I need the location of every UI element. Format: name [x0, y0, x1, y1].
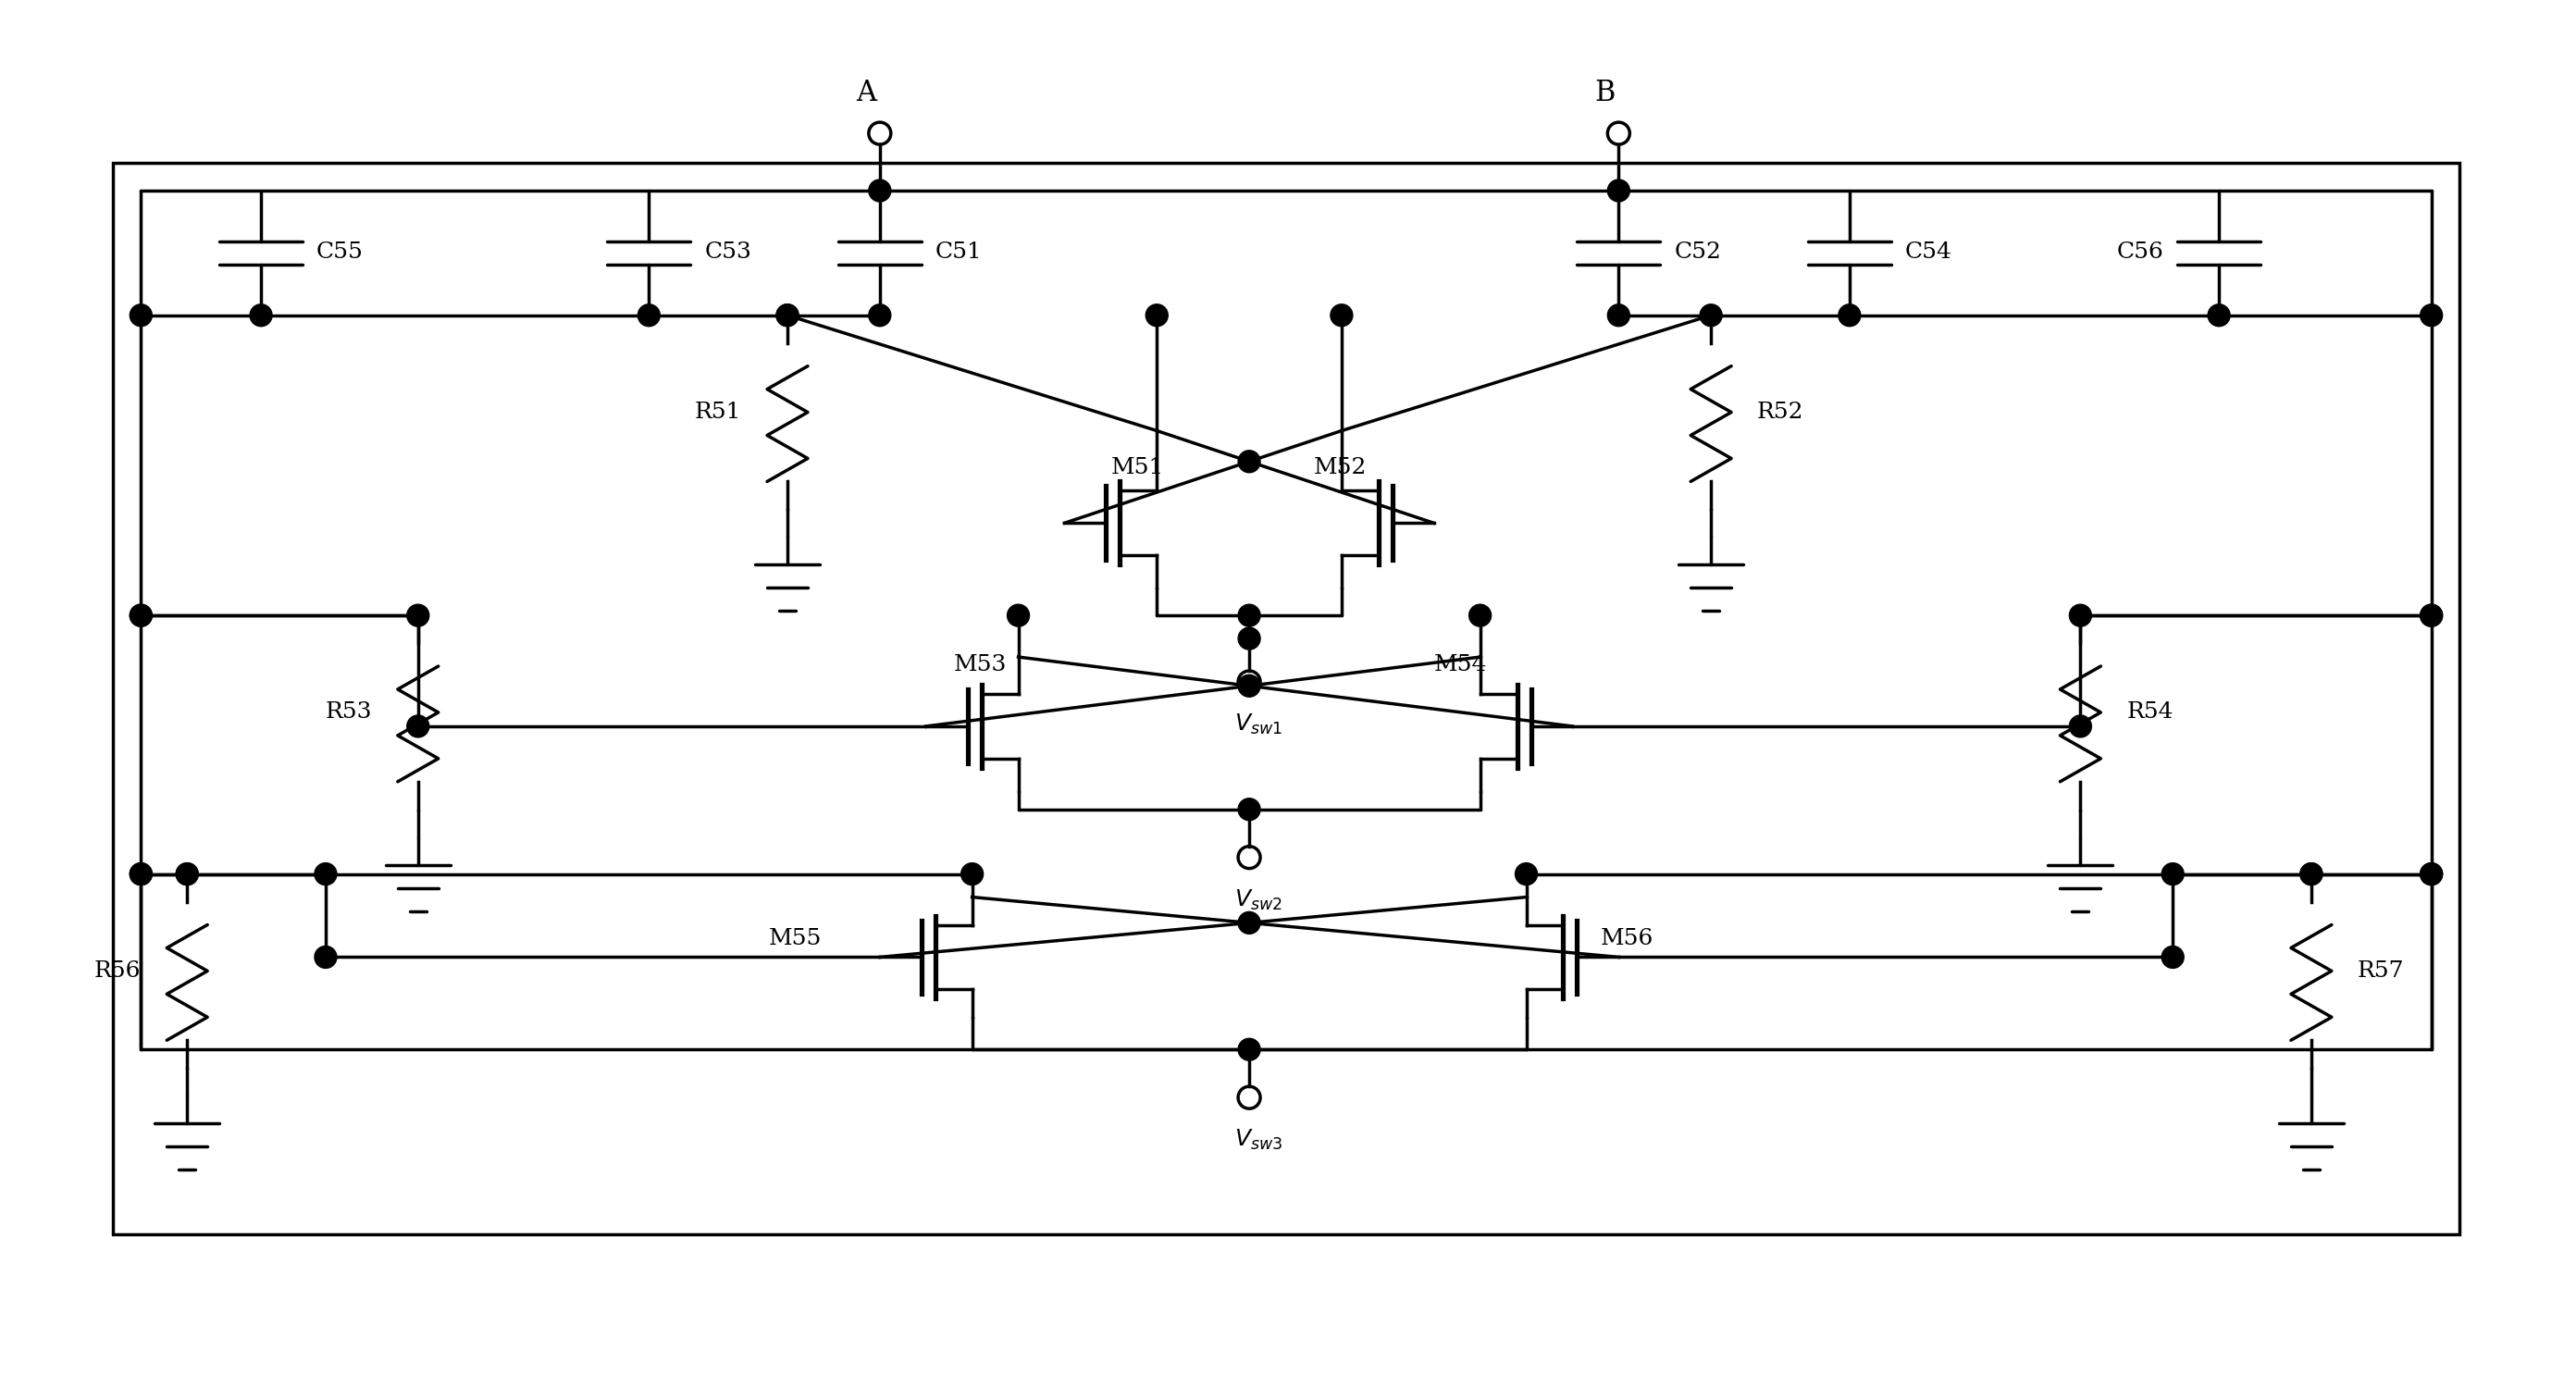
Text: M56: M56 [1600, 927, 1654, 949]
Text: C52: C52 [1674, 242, 1721, 264]
Circle shape [2300, 863, 2324, 885]
Circle shape [1468, 605, 1492, 627]
Text: R51: R51 [696, 401, 742, 423]
Circle shape [1239, 798, 1260, 820]
Text: C51: C51 [935, 242, 981, 264]
Circle shape [868, 304, 891, 327]
Circle shape [1607, 304, 1631, 327]
Circle shape [2161, 863, 2184, 885]
Circle shape [2421, 605, 2442, 627]
Circle shape [1607, 180, 1631, 202]
Circle shape [407, 716, 430, 738]
Text: R56: R56 [95, 960, 142, 981]
Circle shape [250, 304, 273, 327]
Circle shape [2208, 304, 2231, 327]
Circle shape [175, 863, 198, 885]
Text: B: B [1595, 78, 1615, 107]
Text: R57: R57 [2357, 960, 2403, 981]
Circle shape [2421, 863, 2442, 885]
Circle shape [1239, 912, 1260, 934]
Text: C56: C56 [2117, 242, 2164, 264]
Text: C55: C55 [317, 242, 363, 264]
Circle shape [407, 605, 430, 627]
Text: C54: C54 [1904, 242, 1953, 264]
Circle shape [2421, 605, 2442, 627]
Text: $V_{sw1}$: $V_{sw1}$ [1234, 712, 1283, 736]
Text: R53: R53 [325, 702, 371, 723]
Circle shape [1239, 605, 1260, 627]
Text: R52: R52 [1757, 401, 1803, 423]
Text: M55: M55 [770, 927, 822, 949]
Circle shape [2421, 304, 2442, 327]
Circle shape [175, 863, 198, 885]
Text: $V_{sw2}$: $V_{sw2}$ [1234, 888, 1283, 912]
Circle shape [639, 304, 659, 327]
Circle shape [1700, 304, 1723, 327]
Circle shape [2421, 863, 2442, 885]
Circle shape [1239, 675, 1260, 697]
Circle shape [129, 605, 152, 627]
Circle shape [129, 605, 152, 627]
Circle shape [1839, 304, 1860, 327]
Circle shape [1329, 304, 1352, 327]
Circle shape [2161, 947, 2184, 969]
Circle shape [314, 863, 337, 885]
Circle shape [1239, 451, 1260, 473]
Circle shape [775, 304, 799, 327]
Circle shape [1146, 304, 1167, 327]
Circle shape [868, 180, 891, 202]
Text: M51: M51 [1110, 458, 1164, 478]
Circle shape [314, 947, 337, 969]
Circle shape [775, 304, 799, 327]
Circle shape [2069, 605, 2092, 627]
Circle shape [1007, 605, 1030, 627]
Circle shape [129, 304, 152, 327]
Text: M53: M53 [953, 654, 1007, 676]
Circle shape [1515, 863, 1538, 885]
Circle shape [129, 863, 152, 885]
Text: C53: C53 [703, 242, 752, 264]
Text: M54: M54 [1435, 654, 1486, 676]
Text: A: A [855, 78, 876, 107]
Circle shape [1239, 628, 1260, 650]
Text: R54: R54 [2128, 702, 2174, 723]
Circle shape [961, 863, 984, 885]
Circle shape [2300, 863, 2324, 885]
Circle shape [1239, 1039, 1260, 1061]
Text: M52: M52 [1314, 458, 1368, 478]
Text: $V_{sw3}$: $V_{sw3}$ [1234, 1128, 1283, 1153]
Circle shape [129, 863, 152, 885]
Circle shape [2069, 716, 2092, 738]
